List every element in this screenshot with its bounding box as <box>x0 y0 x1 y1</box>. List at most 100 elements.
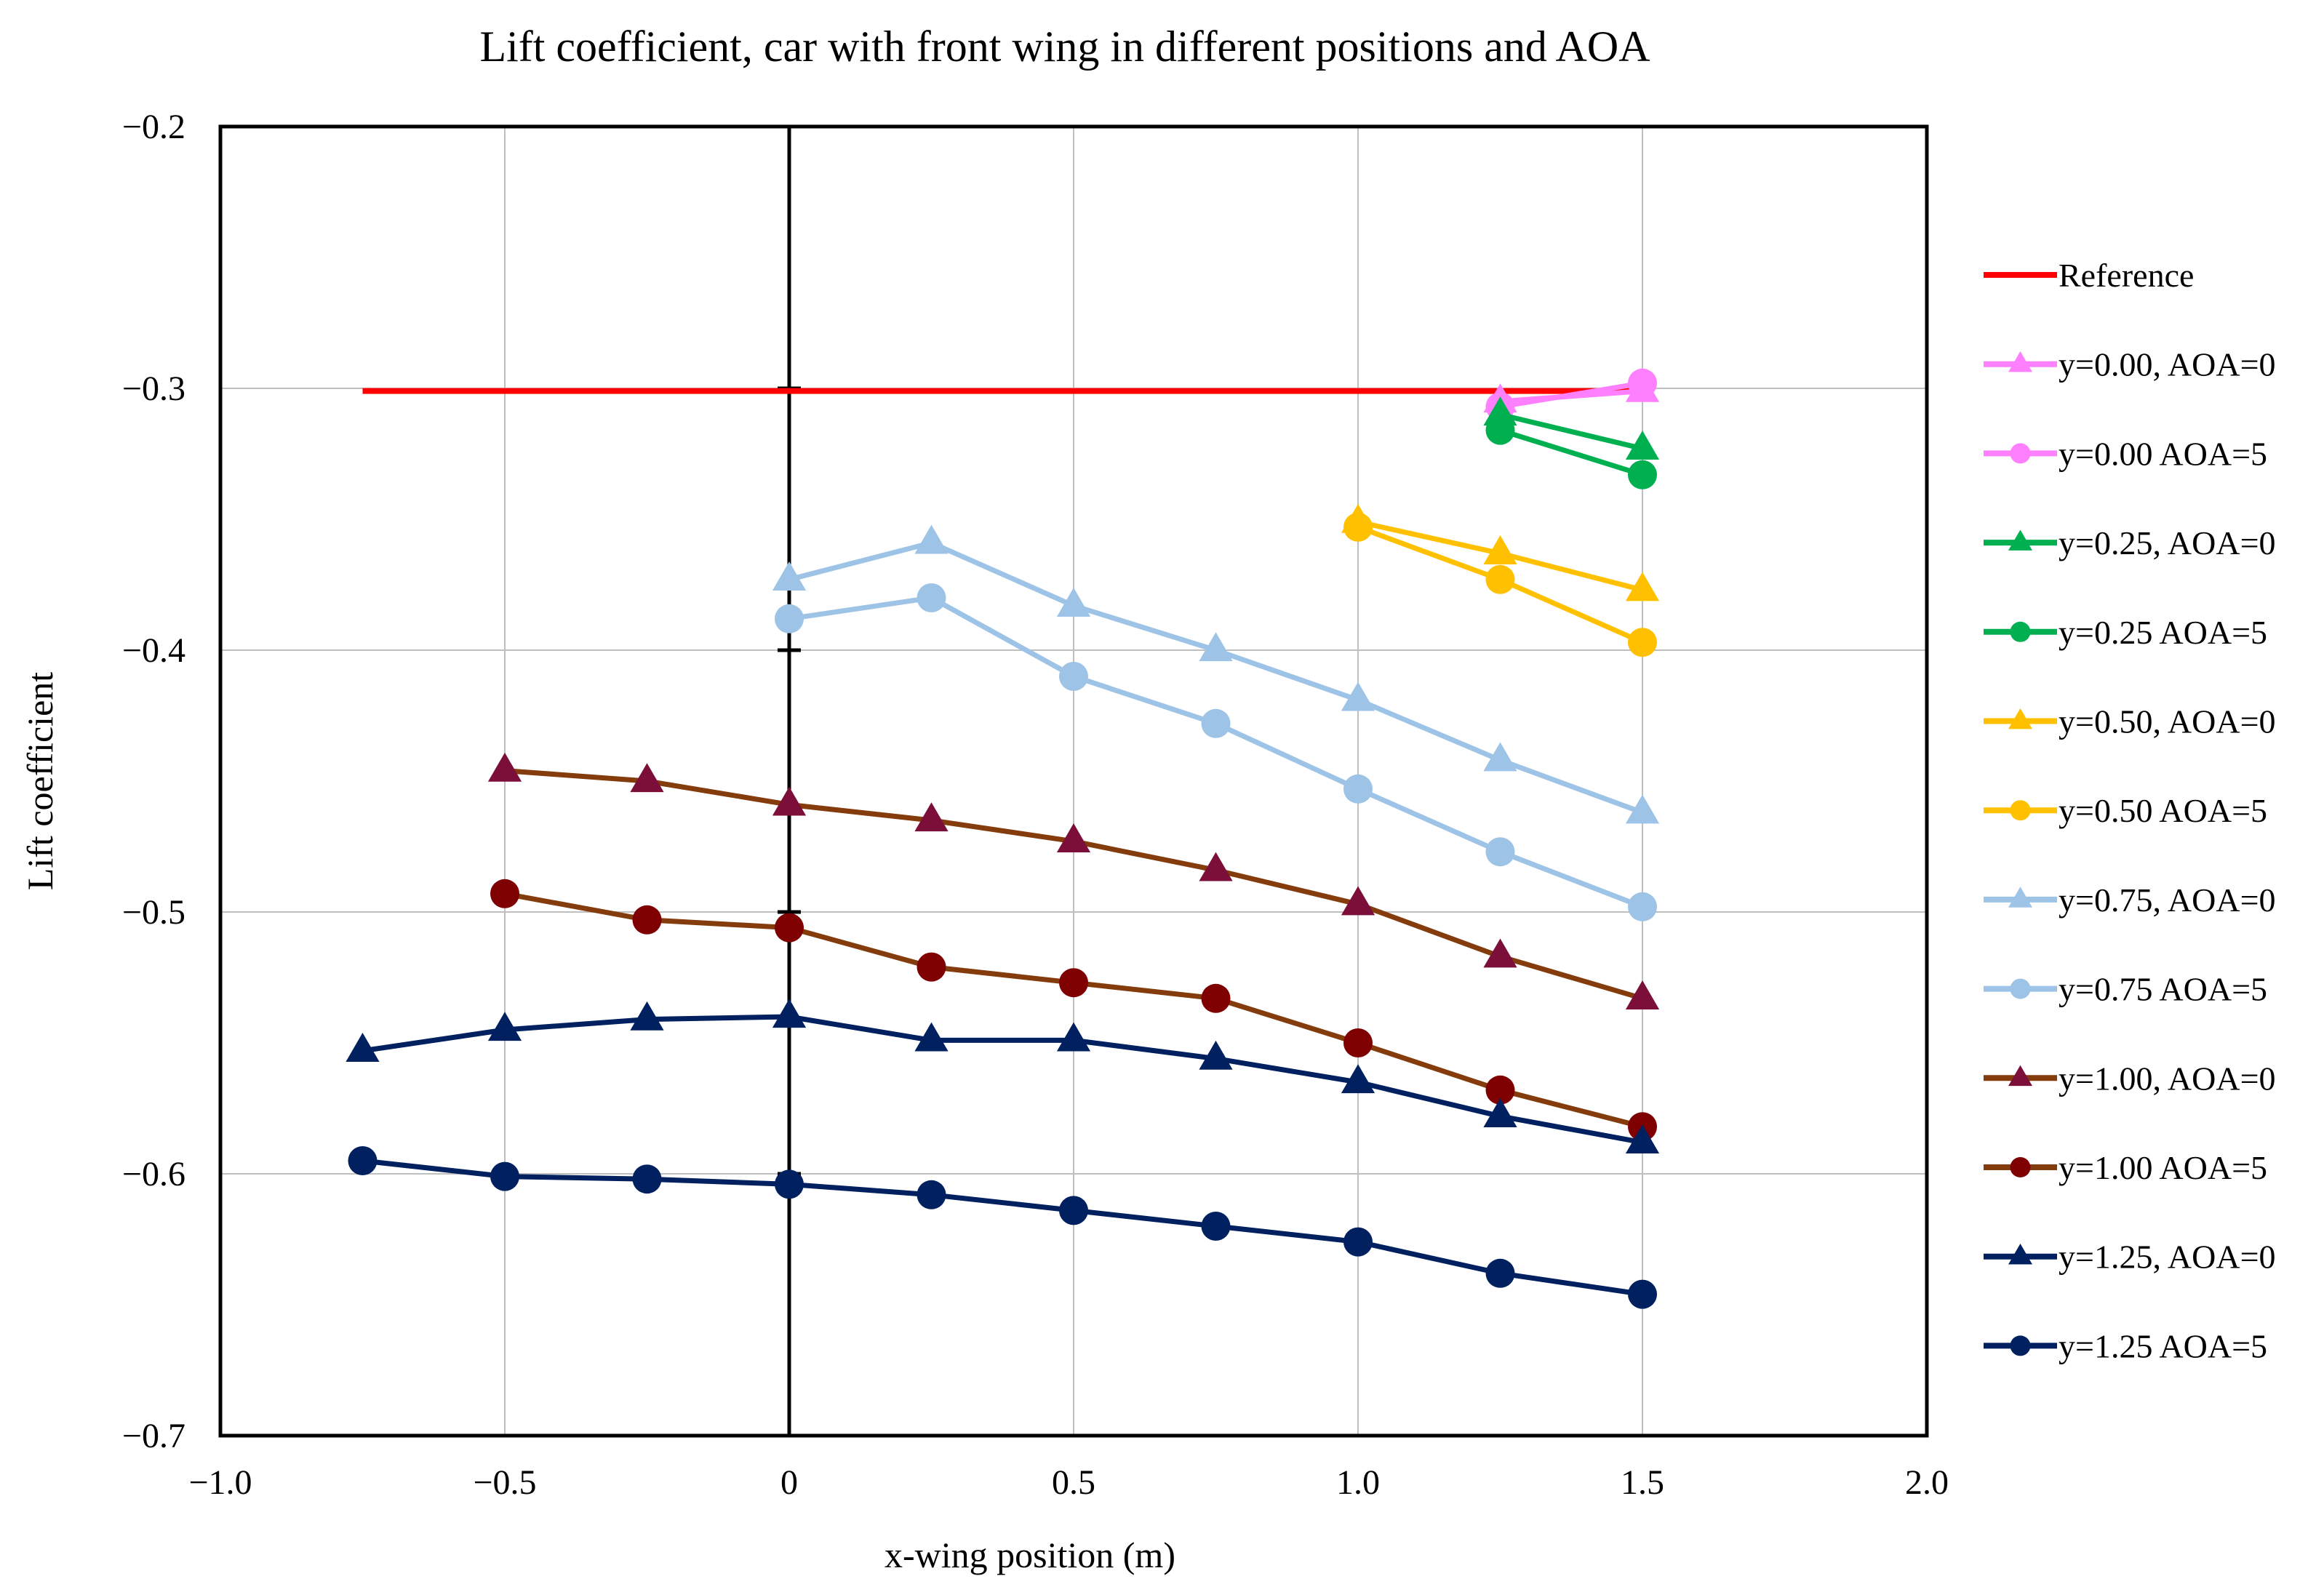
data-point <box>1625 980 1660 1009</box>
data-point <box>632 905 662 935</box>
data-point <box>487 1012 522 1041</box>
legend-entry: y=1.25, AOA=0 <box>1984 1239 2276 1276</box>
data-point <box>1483 535 1517 564</box>
data-point <box>1201 708 1231 738</box>
data-point <box>1343 774 1373 804</box>
legend-label: y=0.00, AOA=0 <box>2059 346 2276 383</box>
data-point <box>1485 837 1515 867</box>
y-tick-label: −0.5 <box>122 893 185 932</box>
data-point <box>490 879 519 908</box>
legend-entry: Reference <box>1984 257 2194 294</box>
data-point <box>1343 1227 1373 1257</box>
data-point <box>1483 938 1517 968</box>
tick-label-layer: −1.0 −0.5 0 0.5 1.0 1.5 2.0 −0.2 −0.3 −0.4 −0.5 −0.… <box>122 108 1949 1502</box>
legend-entry: y=0.50, AOA=0 <box>1984 703 2276 740</box>
data-point <box>775 604 804 633</box>
data-point <box>772 999 807 1028</box>
legend-label: y=0.50 AOA=5 <box>2059 792 2267 829</box>
data-point <box>1485 564 1515 594</box>
data-point <box>917 952 946 982</box>
x-tick-label: −0.5 <box>473 1463 536 1502</box>
legend-entry: y=0.25 AOA=5 <box>1984 614 2267 651</box>
legend-label: y=0.75, AOA=0 <box>2059 881 2276 919</box>
chart-title: Lift coefficient, car with front wing in… <box>479 23 1650 71</box>
legend-label: y=0.00 AOA=5 <box>2059 435 2267 472</box>
legend-label: y=1.00 AOA=5 <box>2059 1149 2267 1186</box>
data-point <box>346 1033 380 1062</box>
data-point <box>1341 886 1375 916</box>
data-point <box>1056 588 1091 617</box>
legend-entry: y=0.50 AOA=5 <box>1984 792 2267 829</box>
data-point <box>914 802 949 832</box>
data-point <box>772 786 807 816</box>
legend-entry: y=1.00 AOA=5 <box>1984 1149 2267 1186</box>
legend: Reference y=0.00, AOA=0 y=0.00 AOA=5 y=0.25… <box>1984 257 2276 1364</box>
data-point <box>1483 742 1517 772</box>
data-point <box>1628 1279 1657 1309</box>
data-point <box>775 913 804 943</box>
x-axis-label: x-wing position (m) <box>885 1535 1175 1575</box>
data-point <box>775 1169 804 1199</box>
legend-label: y=0.25, AOA=0 <box>2059 524 2276 561</box>
y-tick-label: −0.2 <box>122 108 185 146</box>
data-point <box>1485 1258 1515 1288</box>
legend-swatch-marker <box>2010 1157 2031 1177</box>
legend-entry: y=1.00, AOA=0 <box>1984 1060 2276 1097</box>
data-point <box>1628 460 1657 489</box>
data-point <box>1628 892 1657 921</box>
data-point <box>1625 794 1660 824</box>
data-point <box>1199 852 1233 881</box>
series-line <box>362 1158 1643 1297</box>
data-point <box>772 561 807 591</box>
series-line <box>362 1014 1643 1145</box>
series-layer <box>346 368 1660 1309</box>
data-point <box>914 1022 949 1052</box>
series-y-1-00-aoa-5 <box>490 879 1657 1142</box>
data-point <box>1485 1075 1515 1105</box>
data-point <box>1201 1212 1231 1241</box>
x-tick-label: 2.0 <box>1905 1463 1949 1502</box>
data-point <box>1625 1124 1660 1153</box>
data-point <box>1628 368 1657 398</box>
legend-label: y=1.25 AOA=5 <box>2059 1327 2267 1364</box>
legend-label: y=1.25, AOA=0 <box>2059 1239 2276 1276</box>
y-axis-label: Lift coefficient <box>20 672 60 890</box>
legend-swatch-marker <box>2008 529 2032 551</box>
data-point <box>1056 823 1091 852</box>
data-point <box>1056 1022 1091 1052</box>
legend-label: y=0.50, AOA=0 <box>2059 703 2276 740</box>
legend-entry: y=0.00 AOA=5 <box>1984 435 2267 472</box>
legend-swatch-marker <box>2008 351 2032 372</box>
data-point <box>914 524 949 554</box>
series-y-0-75-aoa-5 <box>775 583 1657 921</box>
legend-label: y=0.25 AOA=5 <box>2059 614 2267 651</box>
data-point <box>1199 1040 1233 1070</box>
x-tick-label: 1.0 <box>1336 1463 1380 1502</box>
data-point <box>630 763 664 793</box>
series-y-1-00-aoa-0 <box>487 752 1660 1009</box>
data-point <box>1343 512 1373 542</box>
series-line <box>1499 380 1643 409</box>
data-point <box>1625 572 1660 601</box>
data-point <box>1059 1196 1088 1225</box>
legend-swatch-marker <box>2008 708 2032 729</box>
series-line <box>1499 412 1643 452</box>
legend-swatch-marker <box>2010 1335 2031 1356</box>
data-point <box>1341 681 1375 711</box>
data-point <box>1199 632 1233 662</box>
data-point <box>630 1001 664 1031</box>
data-point <box>1483 396 1517 426</box>
legend-label: y=1.00, AOA=0 <box>2059 1060 2276 1097</box>
y-tick-label: −0.4 <box>122 631 185 670</box>
data-point <box>348 1146 378 1175</box>
data-point <box>1059 968 1088 998</box>
legend-entry: y=0.75 AOA=5 <box>1984 971 2267 1008</box>
series-y-1-25-aoa-0 <box>346 999 1660 1153</box>
legend-swatch-marker <box>2008 1065 2032 1087</box>
legend-entry: y=0.25, AOA=0 <box>1984 524 2276 561</box>
legend-swatch-marker <box>2010 443 2031 464</box>
legend-entry: y=0.75, AOA=0 <box>1984 881 2276 919</box>
legend-entry: y=0.00, AOA=0 <box>1984 346 2276 383</box>
